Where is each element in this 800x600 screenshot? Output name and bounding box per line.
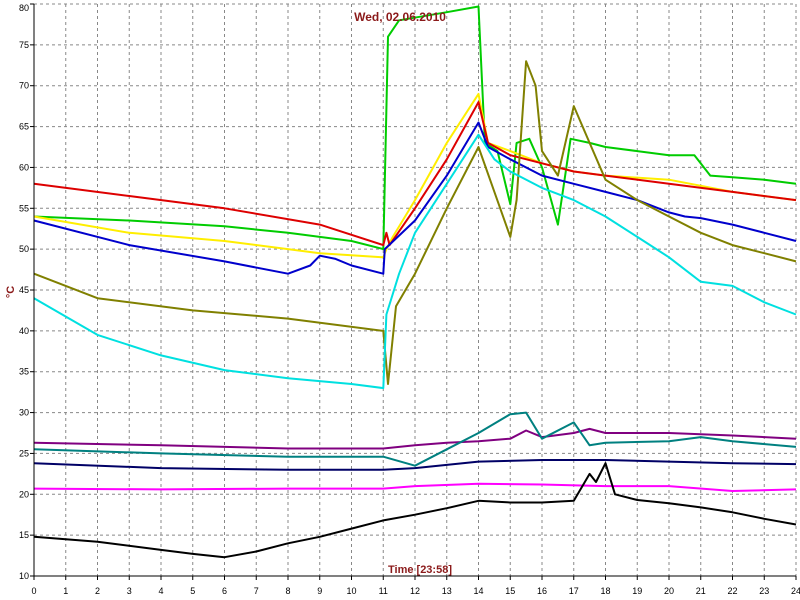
x-tick-label: 5: [190, 586, 195, 596]
series-line-11: [33, 462, 797, 559]
y-axis-label: °C: [5, 286, 17, 298]
y-tick-label: 40: [19, 326, 29, 336]
y-tick-label: 45: [19, 285, 29, 295]
series-line-1: [33, 5, 797, 251]
y-tick-label: 15: [19, 530, 29, 540]
x-tick-label: 10: [346, 586, 356, 596]
y-tick-label: 35: [19, 367, 29, 377]
x-axis-label: Time [23:58]: [388, 564, 452, 576]
y-tick-label: 30: [19, 408, 29, 418]
x-tick-label: 0: [31, 586, 36, 596]
x-tick-label: 12: [410, 586, 420, 596]
y-tick-label: 80: [19, 3, 29, 13]
x-tick-label: 4: [158, 586, 163, 596]
x-tick-label: 19: [632, 586, 642, 596]
series-line-8: [33, 411, 797, 467]
y-tick-label: 70: [19, 81, 29, 91]
y-tick-label: 50: [19, 244, 29, 254]
grid: [33, 3, 797, 577]
x-tick-label: 13: [442, 586, 452, 596]
y-tick-label: 20: [19, 489, 29, 499]
series-line-7: [33, 427, 797, 450]
x-tick-label: 21: [696, 586, 706, 596]
x-tick-label: 18: [600, 586, 610, 596]
chart-title: Wed, 02.06.2010: [354, 10, 446, 24]
y-tick-label: 65: [19, 122, 29, 132]
x-tick-label: 22: [727, 586, 737, 596]
x-tick-label: 8: [285, 586, 290, 596]
x-tick-label: 15: [505, 586, 515, 596]
y-tick-label: 10: [19, 571, 29, 581]
series-line-5: [33, 60, 797, 385]
x-tick-label: 7: [254, 586, 259, 596]
x-tick-label: 16: [537, 586, 547, 596]
x-tick-label: 24: [791, 586, 800, 596]
series-line-4: [33, 121, 797, 275]
y-tick-labels: 10 15 20 25 30 35 40 45 50 55 60 65 70 75 80: [19, 3, 34, 581]
x-tick-label: 9: [317, 586, 322, 596]
series-line-6: [33, 133, 797, 390]
x-tick-label: 23: [759, 586, 769, 596]
x-tick-label: 2: [95, 586, 100, 596]
y-tick-label: 55: [19, 203, 29, 213]
series-group: [33, 5, 797, 559]
x-tick-label: 3: [127, 586, 132, 596]
y-tick-label: 75: [19, 40, 29, 50]
x-tick-label: 20: [664, 586, 674, 596]
series-line-9: [33, 459, 797, 471]
series-line-10: [33, 482, 797, 492]
series-line-3: [33, 101, 797, 247]
x-tick-label: 11: [379, 586, 388, 596]
y-tick-label: 25: [19, 448, 29, 458]
x-tick-label: 17: [569, 586, 579, 596]
x-tick-label: 1: [63, 586, 68, 596]
x-tick-labels: 0 1 2 3 4 5 6 7 8 9 10 11 12 13 14 15 16 17 18 19 20 21 22 23 24: [31, 576, 800, 596]
x-tick-label: 14: [473, 586, 483, 596]
x-tick-label: 6: [222, 586, 227, 596]
y-tick-label: 60: [19, 162, 29, 172]
